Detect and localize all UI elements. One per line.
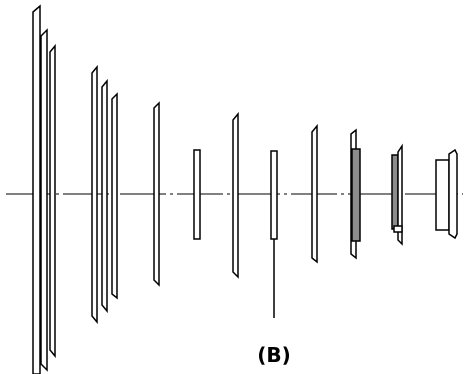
lens-element-filled bbox=[391, 154, 399, 230]
lens-element-filled bbox=[351, 148, 361, 242]
lens-element bbox=[101, 78, 108, 314]
lens-element bbox=[91, 64, 98, 325]
lens-element bbox=[397, 143, 403, 246]
lens-element bbox=[49, 43, 56, 359]
lens-element bbox=[232, 111, 239, 279]
lens-element bbox=[435, 159, 450, 231]
lens-element bbox=[393, 225, 403, 233]
lens-element bbox=[193, 149, 201, 240]
lens-element bbox=[40, 28, 48, 372]
lens-element bbox=[32, 4, 41, 374]
lens-element bbox=[153, 101, 160, 287]
element-label-b: (B) bbox=[257, 343, 291, 367]
lens-element bbox=[448, 148, 458, 240]
lens-element-b bbox=[270, 150, 278, 240]
lens-element bbox=[311, 123, 318, 264]
lens-element bbox=[111, 92, 118, 300]
